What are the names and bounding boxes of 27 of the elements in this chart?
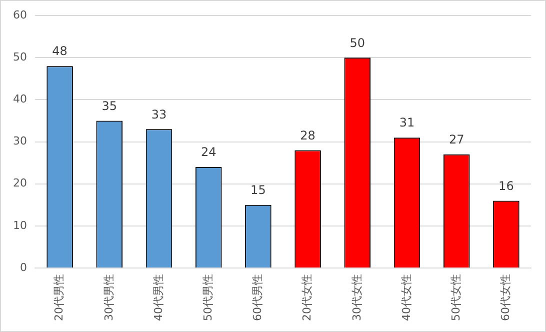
data-label: 24 xyxy=(200,145,216,160)
x-tick-label: 30代男性 xyxy=(102,274,116,322)
y-tick-label: 40 xyxy=(12,92,27,106)
x-tick-label: 30代女性 xyxy=(350,274,364,322)
data-label: 15 xyxy=(250,183,266,198)
y-tick-label: 50 xyxy=(12,50,27,64)
x-tick-label: 50代男性 xyxy=(201,274,214,322)
y-tick-label: 30 xyxy=(12,134,27,148)
y-tick-label: 20 xyxy=(12,176,27,190)
data-label: 33 xyxy=(151,107,167,122)
x-tick-label: 40代男性 xyxy=(152,274,165,322)
y-tick-label: 10 xyxy=(12,218,27,232)
data-label: 16 xyxy=(498,178,514,193)
data-label: 35 xyxy=(102,98,118,113)
x-tick-label: 60代女性 xyxy=(499,274,512,322)
y-tick-label: 60 xyxy=(12,8,27,22)
x-tick-label: 60代男性 xyxy=(251,274,264,322)
data-label: 50 xyxy=(350,36,366,50)
x-tick-label: 20代男性 xyxy=(52,274,66,322)
x-tick-label: 50代女性 xyxy=(449,274,462,322)
x-tick-label: 40代女性 xyxy=(400,274,413,322)
x-tick-label: 20代女性 xyxy=(300,274,314,322)
data-label: 27 xyxy=(448,132,464,147)
data-label: 48 xyxy=(52,44,68,58)
data-label: 28 xyxy=(300,128,316,142)
data-label: 31 xyxy=(399,116,415,130)
y-tick-label: 0 xyxy=(20,260,27,274)
